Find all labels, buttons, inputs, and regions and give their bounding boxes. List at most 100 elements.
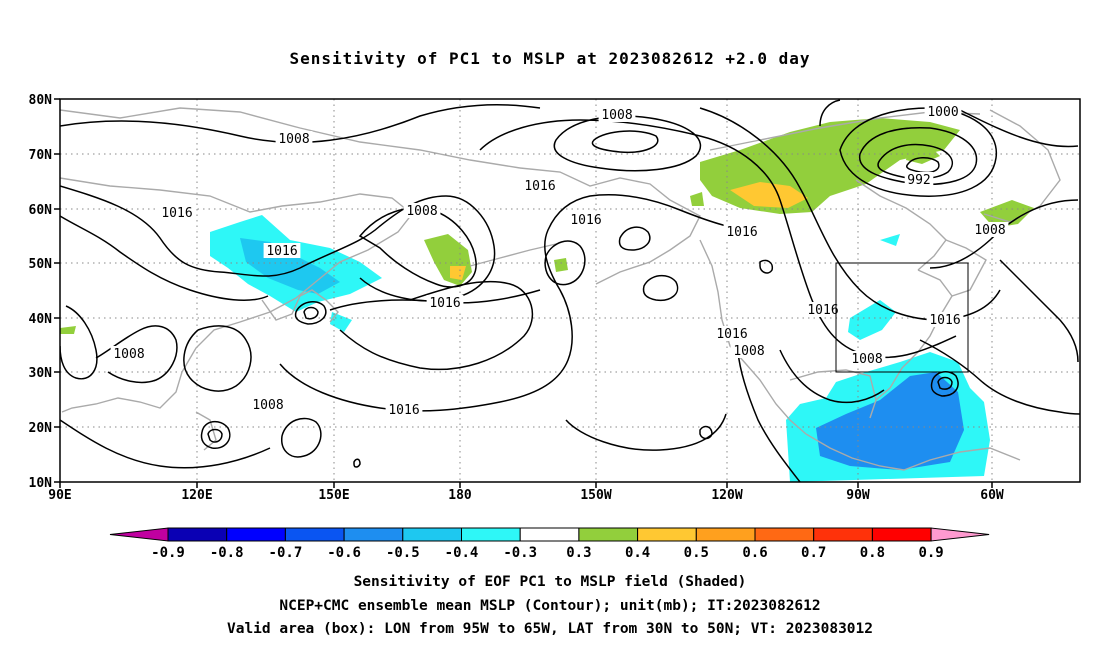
sensitivity-shading	[60, 118, 1034, 482]
contour-label-bg	[426, 295, 464, 310]
shade-neg-japan	[330, 312, 352, 332]
contour-line	[859, 126, 978, 186]
lon-label: 120W	[711, 488, 742, 503]
contour-line	[553, 115, 702, 172]
contour-line	[60, 103, 541, 144]
coast-gulf	[789, 369, 877, 401]
shade-pos-bering-core	[450, 266, 466, 280]
contour-line	[618, 226, 651, 251]
lon-label: 60W	[980, 488, 1004, 503]
colorbar-label: 0.9	[918, 545, 943, 561]
contour-label-bg	[158, 205, 196, 220]
contour-line	[642, 274, 679, 302]
contour-line	[591, 130, 659, 154]
lon-label: 150W	[580, 488, 611, 503]
contour-line	[759, 259, 774, 274]
contour-line	[303, 306, 319, 320]
colorbar-label: 0.5	[684, 545, 709, 561]
contour-label: 1016	[266, 244, 297, 259]
colorbar-segment	[343, 527, 404, 542]
contour-line	[95, 325, 178, 384]
contour-label: 1016	[524, 179, 555, 194]
colorbar-label: 0.6	[742, 545, 767, 561]
colorbar-label: -0.3	[503, 545, 537, 561]
contour-line	[60, 305, 98, 380]
shade-pos-canada	[700, 118, 960, 214]
lon-label: 120E	[181, 488, 212, 503]
colorbar-segment	[167, 527, 228, 542]
coast-korea-japan	[261, 289, 339, 323]
contour-label: 1008	[974, 223, 1005, 238]
latitude-labels: 80N 70N 60N 50N 40N 30N 20N 10N	[29, 93, 60, 491]
lat-label: 80N	[29, 93, 53, 108]
contour-label: 1008	[851, 352, 882, 367]
contour-label: 1016	[929, 313, 960, 328]
contour-label-bg	[249, 397, 287, 412]
lon-label: 90E	[48, 488, 71, 503]
colorbar-segment	[519, 527, 580, 542]
contour-line	[207, 428, 223, 443]
colorbar-segment	[637, 527, 697, 542]
shade-neg-great-lakes	[848, 300, 896, 340]
contour-label-bg	[521, 178, 559, 193]
contour-label-bg	[110, 346, 148, 361]
contour-label-bg	[730, 343, 768, 358]
coast-hudson-bay	[855, 179, 947, 271]
colorbar-label: -0.6	[327, 545, 361, 561]
contour-line	[959, 109, 1079, 148]
colorbar-segment	[754, 527, 815, 542]
lon-label: 180	[448, 488, 472, 503]
lat-label: 40N	[29, 312, 53, 327]
contour-line	[353, 458, 361, 468]
colorbar-segment	[226, 527, 286, 542]
contour-line	[919, 339, 1080, 415]
contour-labels: 1008 1008 1008 1000 992 1016 1016 1016 1008 1016 1…	[110, 104, 1009, 418]
coast-labrador	[945, 239, 987, 297]
contour-line	[544, 240, 586, 286]
shade-neg-nw-atlantic	[880, 234, 900, 246]
contour-label: 1008	[252, 398, 283, 413]
contour-label-bg	[567, 212, 605, 227]
contour-label: 1000	[927, 105, 958, 120]
map-gridlines	[60, 99, 1080, 482]
contour-label: 1008	[601, 108, 632, 123]
lat-label: 70N	[29, 148, 53, 163]
map-frame	[59, 98, 1081, 483]
coast-us-east	[869, 269, 953, 419]
contour-label-bg	[723, 224, 761, 239]
contour-line	[737, 351, 801, 482]
colorbar-label: 0.4	[625, 545, 650, 561]
map-title: Sensitivity of PC1 to MSLP at 2023082612…	[289, 49, 811, 68]
shade-pos-bering	[424, 234, 472, 286]
contour-label: 1008	[278, 132, 309, 147]
contour-label: 1016	[161, 206, 192, 221]
caption-line-3: Valid area (box): LON from 95W to 65W, L…	[226, 621, 873, 637]
contour-label-bg	[926, 312, 964, 327]
contour-line	[565, 413, 727, 451]
contour-label-bg	[403, 203, 441, 218]
contour-line	[60, 215, 269, 301]
contour-label-bg	[713, 326, 751, 341]
contour-line	[339, 280, 534, 371]
longitude-labels: 90E 120E 150E 180 150W 120W 90W 60W	[48, 482, 1004, 503]
caption-line-2: NCEP+CMC ensemble mean MSLP (Contour); u…	[279, 598, 821, 614]
contour-line	[200, 420, 231, 449]
lat-label: 10N	[29, 476, 53, 491]
colorbar-segment	[461, 527, 521, 542]
contour-label-bg	[385, 402, 423, 417]
colorbar-segment	[402, 527, 462, 542]
shade-pos-greenland	[980, 200, 1034, 228]
contour-label-bg	[598, 107, 636, 122]
colorbar-label: 0.8	[860, 545, 885, 561]
contour-line	[906, 157, 940, 174]
lat-label: 60N	[29, 203, 53, 218]
valid-area-box	[835, 262, 969, 373]
coast-asia	[60, 177, 413, 413]
colorbar-label: -0.8	[210, 545, 244, 561]
contour-label: 1008	[406, 204, 437, 219]
shade-pos-hudson-small	[690, 192, 704, 206]
coast-alaska	[519, 167, 701, 285]
contour-label: 1016	[429, 296, 460, 311]
contour-label-bg	[971, 222, 1009, 237]
